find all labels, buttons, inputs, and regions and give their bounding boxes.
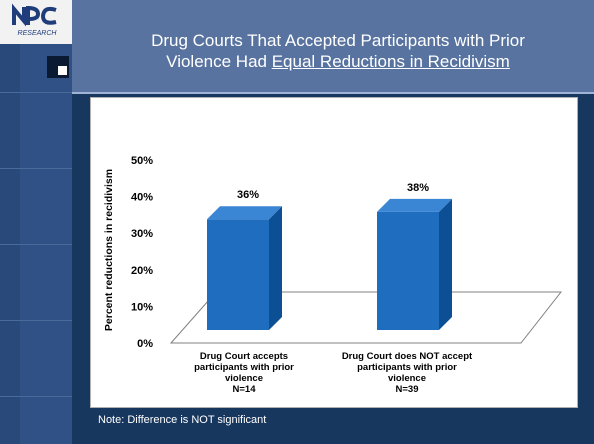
title-header: [72, 0, 594, 92]
y-tick-label: 0%: [137, 338, 153, 350]
footnote: Note: Difference is NOT significant: [98, 414, 267, 426]
svg-text:RESEARCH: RESEARCH: [18, 30, 58, 37]
x-category-label-line: N=14: [233, 384, 257, 395]
logo-container: RESEARCH: [0, 0, 72, 44]
bar-front: [207, 219, 269, 330]
y-tick-label: 10%: [131, 301, 153, 313]
x-category-label-line: violence: [225, 373, 263, 384]
header-divider: [72, 92, 594, 94]
title-line-1: Drug Courts That Accepted Participants w…: [151, 31, 525, 50]
bar-value-label: 36%: [237, 189, 259, 201]
strip-line: [0, 396, 72, 397]
x-category-label: Drug Court accepts participants with prio…: [194, 351, 294, 395]
x-category-label: Drug Court does NOT accept participants w…: [342, 351, 473, 395]
x-category-label-line: Drug Court does NOT accept: [342, 351, 473, 362]
strip-line: [0, 320, 72, 321]
x-category-label-line: participants with prior: [194, 362, 294, 373]
title-line-2: Violence Had Equal Reductions in Recidiv…: [82, 51, 594, 72]
y-tick-label: 50%: [131, 155, 153, 167]
bar-side: [439, 198, 452, 330]
decorative-square-inner: [58, 66, 67, 75]
npc-research-logo: RESEARCH: [12, 3, 58, 37]
bars: 36% 38%: [207, 182, 452, 330]
title-underlined-text: Equal Reductions in Recidivism: [271, 52, 510, 71]
bar-value-label: 38%: [407, 182, 429, 194]
bar-top: [207, 206, 282, 220]
bar-front: [377, 211, 439, 330]
x-category-label-line: participants with prior: [357, 362, 457, 373]
floor-outline: [169, 291, 563, 344]
y-tick-label: 40%: [131, 192, 153, 204]
y-tick-label: 30%: [131, 228, 153, 240]
strip-line: [0, 168, 72, 169]
x-category-label-line: violence: [388, 373, 426, 384]
chart-panel: 0% 10% 20% 30% 40% 50% 36% 38% Drug Court acce…: [90, 97, 578, 408]
bar-chart: 0% 10% 20% 30% 40% 50% 36% 38% Drug Court acce…: [103, 155, 563, 395]
bar-side: [269, 206, 282, 330]
y-axis-title: Percent reductions in recidivism: [103, 169, 115, 331]
x-category-label-line: N=39: [396, 384, 419, 395]
bar-top: [377, 198, 452, 212]
title-line-2-prefix: Violence Had: [166, 52, 272, 71]
chart-floor: [169, 291, 563, 344]
x-category-label-line: Drug Court accepts: [200, 351, 288, 362]
y-axis: 0% 10% 20% 30% 40% 50%: [131, 155, 153, 350]
y-tick-label: 20%: [131, 265, 153, 277]
strip-line: [0, 92, 72, 93]
strip-line: [0, 244, 72, 245]
x-axis-labels: Drug Court accepts participants with prio…: [194, 351, 473, 395]
slide-title: Drug Courts That Accepted Participants w…: [82, 30, 594, 72]
